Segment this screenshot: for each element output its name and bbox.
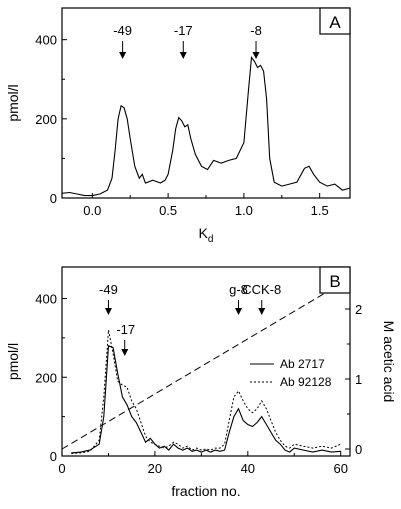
- x-axis-title: Kd: [199, 225, 214, 245]
- panel-letter-box: [319, 7, 351, 35]
- x-tick-label: 40: [241, 461, 255, 476]
- x-tick-label: 0.0: [83, 203, 101, 218]
- x-axis-title-main: K: [199, 225, 209, 241]
- series-line: [61, 56, 351, 197]
- peak-annotation-label: -17: [116, 322, 135, 337]
- peak-arrow-head: [252, 52, 260, 59]
- y2-axis-title: M acetic acid: [381, 321, 397, 403]
- peak-annotation-label: -8: [250, 23, 262, 38]
- peak-annotation-label: -49: [99, 282, 118, 297]
- x-axis-title-subscript: d: [208, 234, 214, 245]
- plot-frame: [61, 266, 351, 457]
- peak-arrow-head: [179, 52, 187, 59]
- peak-arrow-head: [104, 308, 112, 315]
- y-axis-title: pmol/l: [5, 84, 21, 121]
- panel-a: 0.0 0.5 1.0 1.5 0 200 400 pmol/l Kd A -49 -17 -8: [5, 7, 351, 245]
- legend-label: Ab 92128: [280, 375, 332, 389]
- y2-tick-label: 2: [355, 302, 362, 317]
- y-tick-label: 0: [50, 449, 57, 464]
- peak-arrow-head: [258, 308, 266, 315]
- peak-arrow-head: [121, 349, 129, 356]
- peak-annotation-label: g-8: [229, 282, 248, 297]
- peak-arrow-head: [235, 308, 243, 315]
- peak-arrow-head: [119, 52, 127, 59]
- x-tick-label: 1.0: [235, 203, 253, 218]
- y-tick-label: 200: [35, 112, 57, 127]
- y2-tick-label: 0: [355, 442, 362, 457]
- x-tick-label: 0: [58, 461, 65, 476]
- series-line: [71, 329, 341, 455]
- x-tick-label: 60: [333, 461, 347, 476]
- panel-letter-box: [319, 266, 351, 294]
- panel-letter: A: [329, 13, 341, 32]
- peak-annotation-label: CCK-8: [242, 282, 281, 297]
- peak-annotation-label: -17: [174, 23, 193, 38]
- y-tick-label: 0: [50, 191, 57, 206]
- x-tick-label: 0.5: [159, 203, 177, 218]
- x-axis-title: fraction no.: [171, 483, 240, 499]
- x-tick-label: 20: [148, 461, 162, 476]
- x-tick-label: 1.5: [311, 203, 329, 218]
- panel-letter: B: [329, 272, 340, 291]
- y-axis-title: pmol/l: [5, 343, 21, 380]
- y-tick-label: 200: [35, 370, 57, 385]
- legend: Ab 2717 Ab 92128: [250, 357, 332, 389]
- panel-b: 0 20 40 60 0 200 400 0 1 2 M acetic acid pmol/l frac…: [5, 266, 397, 499]
- series-line: [71, 344, 341, 454]
- plot-frame: [61, 7, 351, 199]
- x-axis-title-main: fraction no.: [171, 483, 240, 499]
- y-tick-label: 400: [35, 33, 57, 48]
- legend-label: Ab 2717: [280, 357, 325, 371]
- y-tick-label: 400: [35, 292, 57, 307]
- y2-tick-label: 1: [355, 372, 362, 387]
- peak-annotation-label: -49: [113, 23, 132, 38]
